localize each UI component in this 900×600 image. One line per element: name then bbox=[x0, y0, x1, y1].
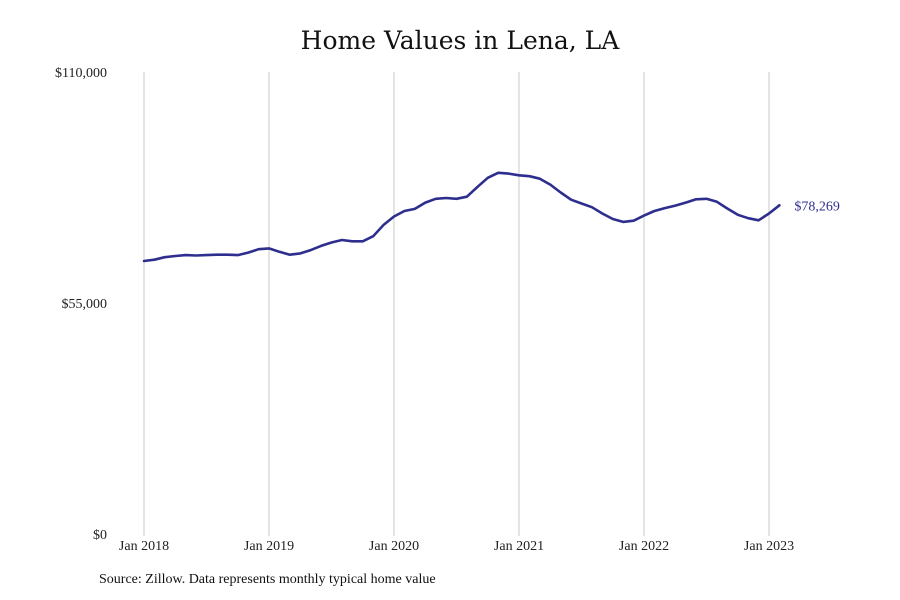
x-tick-label: Jan 2021 bbox=[494, 539, 544, 554]
x-tick-label: Jan 2023 bbox=[744, 539, 794, 554]
y-tick-label: $110,000 bbox=[55, 66, 107, 81]
series-line bbox=[142, 171, 781, 263]
x-tick-label: Jan 2022 bbox=[619, 539, 669, 554]
x-tick-label: Jan 2018 bbox=[119, 539, 169, 554]
source-note: Source: Zillow. Data represents monthly … bbox=[99, 572, 436, 587]
x-tick-label: Jan 2019 bbox=[244, 539, 294, 554]
y-tick-label: $0 bbox=[93, 528, 107, 543]
chart-title: Home Values in Lena, LA bbox=[300, 26, 620, 55]
y-tick-label: $55,000 bbox=[62, 297, 108, 312]
x-tick-label: Jan 2020 bbox=[369, 539, 419, 554]
end-value-label: $78,269 bbox=[794, 199, 840, 214]
